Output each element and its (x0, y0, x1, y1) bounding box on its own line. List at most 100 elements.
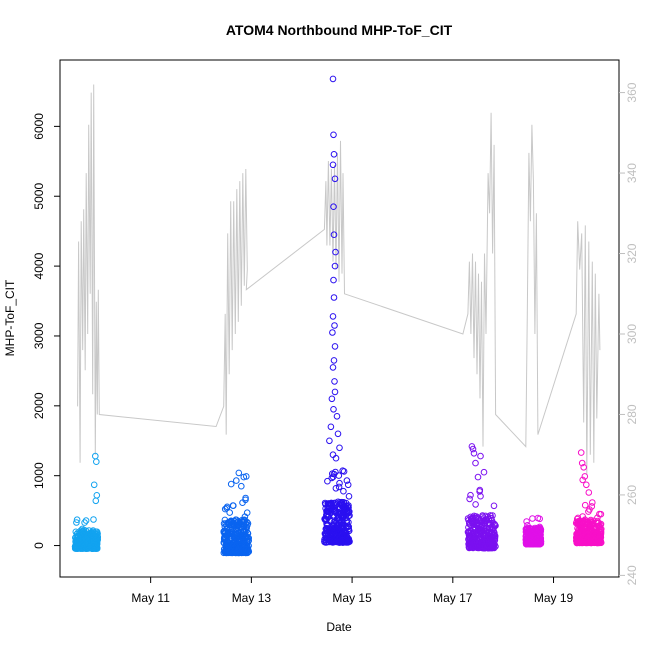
data-point (242, 534, 250, 541)
data-point-outlier (474, 473, 482, 481)
data-point-outlier (583, 481, 590, 489)
data-point (325, 500, 333, 507)
data-point (340, 487, 347, 495)
data-point-outlier (240, 473, 248, 481)
data-point-outlier (470, 450, 478, 457)
data-point (238, 534, 245, 542)
data-point (82, 535, 90, 542)
data-point-outlier (90, 481, 98, 489)
data-point (223, 522, 230, 529)
data-point (528, 535, 535, 543)
data-point (527, 529, 534, 537)
data-point (575, 519, 583, 527)
data-point-outlier (327, 423, 335, 431)
data-point-outlier (235, 469, 243, 477)
data-point-outlier (329, 75, 337, 83)
data-point (466, 495, 473, 503)
data-point (524, 529, 531, 536)
data-point (93, 544, 101, 552)
y2-tick-label: 240 (625, 565, 639, 585)
secondary-series-line (77, 84, 601, 475)
data-point (537, 525, 544, 533)
data-point (73, 519, 80, 526)
data-point (324, 477, 331, 485)
data-point (581, 527, 588, 535)
data-point (345, 512, 352, 520)
y2-tick-label: 360 (625, 82, 639, 102)
data-point (80, 540, 87, 548)
data-point (467, 491, 474, 499)
data-point (336, 479, 343, 487)
data-point (92, 534, 99, 542)
data-point-outlier (332, 248, 339, 256)
data-point (344, 481, 352, 489)
data-point-outlier (469, 445, 477, 453)
data-point-outlier (581, 473, 589, 480)
data-point-outlier (331, 322, 338, 329)
data-point (343, 477, 351, 484)
data-point (341, 512, 348, 520)
data-point (333, 525, 341, 533)
scatter-group-3 (321, 75, 353, 546)
data-point (472, 501, 479, 508)
data-point (486, 528, 493, 535)
data-point-outlier (330, 203, 337, 210)
data-point-outlier (330, 276, 337, 284)
data-point (469, 543, 477, 551)
data-point (486, 536, 493, 544)
data-point (229, 502, 237, 509)
y2-tick-label: 340 (625, 163, 639, 183)
data-point-outlier (332, 454, 340, 462)
x-axis-label: Date (326, 620, 352, 634)
data-point-outlier (233, 477, 240, 484)
x-tick-label: May 15 (332, 591, 372, 605)
data-point-outlier (331, 378, 338, 385)
data-point (523, 525, 531, 532)
data-point (245, 547, 252, 554)
data-point (242, 520, 250, 527)
data-point (574, 530, 582, 538)
y-tick-label: 2000 (32, 392, 46, 419)
data-point (229, 519, 237, 526)
x-axis: May 11 May 13 May 15 May 17 May 19 (131, 577, 574, 605)
data-point-outlier (93, 492, 101, 499)
data-point (536, 515, 544, 523)
data-point (233, 549, 240, 556)
data-point (466, 519, 473, 526)
data-point-outlier (331, 262, 339, 270)
data-point (240, 516, 248, 524)
data-point-outlier (326, 437, 333, 445)
data-point (221, 505, 229, 513)
data-point (476, 488, 483, 495)
data-point (73, 516, 81, 524)
data-point (489, 544, 497, 551)
y2-tick-label: 280 (625, 404, 639, 424)
data-point (597, 527, 605, 534)
data-point-outlier (329, 161, 337, 169)
y-tick-label: 0 (32, 542, 46, 549)
data-point-outlier (477, 452, 484, 460)
data-point (490, 532, 498, 539)
data-point (336, 501, 344, 508)
data-point (327, 523, 335, 531)
data-point (596, 528, 604, 535)
data-point (346, 508, 353, 515)
data-point-outlier (329, 313, 337, 320)
scatter-group-4 (464, 443, 499, 552)
data-point (328, 474, 336, 482)
data-point (487, 512, 494, 519)
data-point-outlier (92, 497, 100, 505)
y-tick-label: 6000 (32, 113, 46, 140)
data-point (241, 540, 248, 548)
data-point (587, 534, 594, 541)
data-point (234, 524, 241, 531)
data-point (580, 533, 587, 541)
data-point (345, 504, 352, 512)
data-point-outlier (579, 476, 587, 484)
data-point (233, 530, 240, 537)
data-point (470, 529, 478, 537)
data-point (337, 510, 344, 518)
data-point (324, 529, 332, 537)
data-point (491, 521, 499, 528)
data-point-outlier (480, 468, 488, 476)
